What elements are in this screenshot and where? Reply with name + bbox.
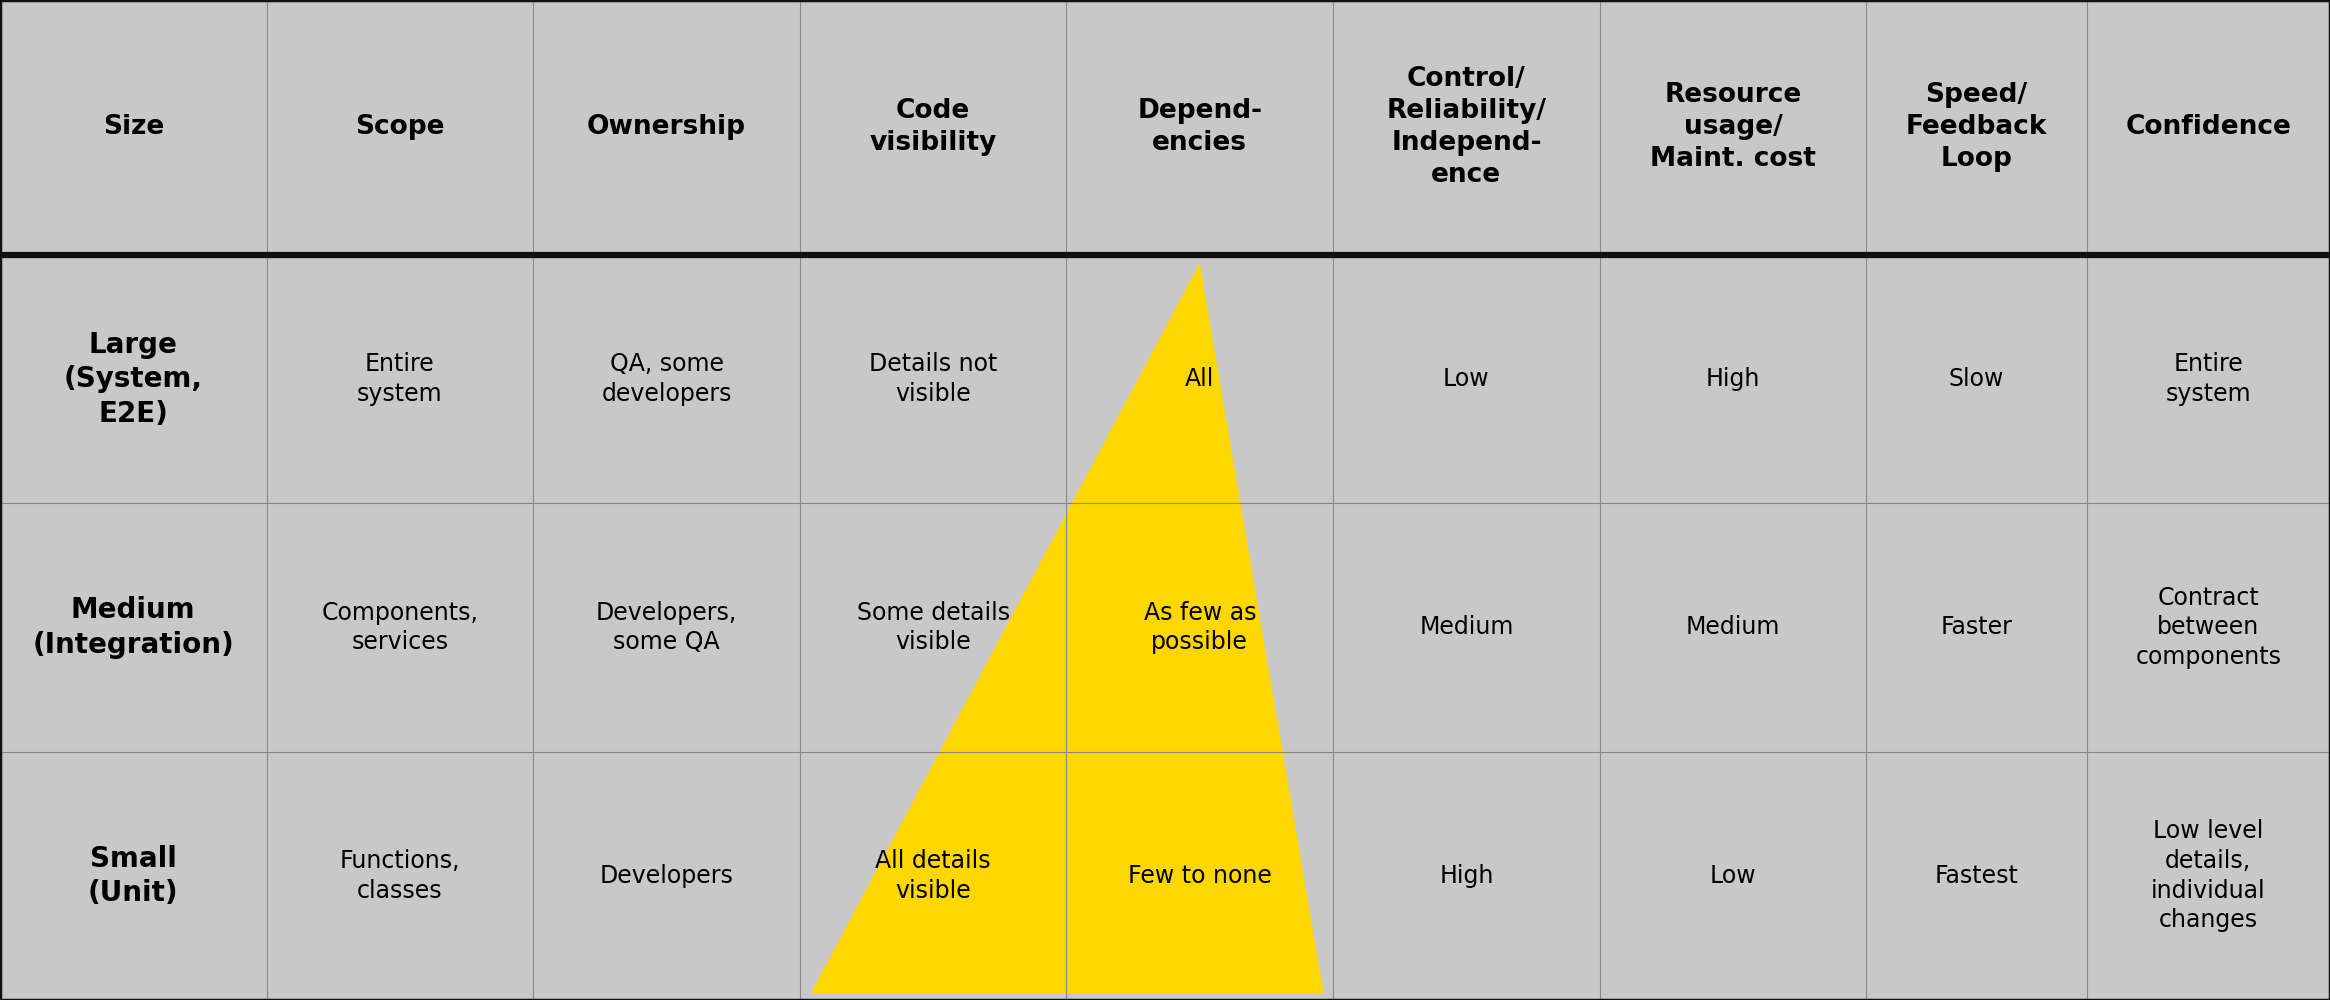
Text: Faster: Faster bbox=[1941, 615, 2013, 640]
Text: Ownership: Ownership bbox=[587, 114, 746, 140]
Text: Low: Low bbox=[1442, 367, 1489, 391]
Text: Components,
services: Components, services bbox=[322, 601, 478, 654]
Text: Depend-
encies: Depend- encies bbox=[1137, 99, 1263, 156]
Text: Scope: Scope bbox=[354, 114, 445, 140]
Text: QA, some
developers: QA, some developers bbox=[601, 352, 732, 406]
Polygon shape bbox=[811, 263, 1323, 994]
Text: Developers: Developers bbox=[599, 864, 734, 888]
Text: Medium
(Integration): Medium (Integration) bbox=[33, 596, 235, 659]
Text: Speed/
Feedback
Loop: Speed/ Feedback Loop bbox=[1906, 83, 2048, 172]
Text: As few as
possible: As few as possible bbox=[1144, 601, 1256, 654]
Text: Medium: Medium bbox=[1419, 615, 1514, 640]
Text: Entire
system: Entire system bbox=[2165, 352, 2251, 406]
Text: Details not
visible: Details not visible bbox=[869, 352, 997, 406]
Text: Size: Size bbox=[103, 114, 163, 140]
Text: Medium: Medium bbox=[1687, 615, 1780, 640]
Text: Developers,
some QA: Developers, some QA bbox=[596, 601, 736, 654]
Text: Control/
Reliability/
Independ-
ence: Control/ Reliability/ Independ- ence bbox=[1386, 66, 1547, 188]
Text: Functions,
classes: Functions, classes bbox=[340, 849, 461, 903]
Text: Resource
usage/
Maint. cost: Resource usage/ Maint. cost bbox=[1650, 83, 1815, 172]
Text: Contract
between
components: Contract between components bbox=[2134, 586, 2281, 669]
Text: Small
(Unit): Small (Unit) bbox=[89, 845, 179, 907]
Text: All: All bbox=[1186, 367, 1214, 391]
Text: Large
(System,
E2E): Large (System, E2E) bbox=[63, 331, 203, 428]
Text: Slow: Slow bbox=[1948, 367, 2004, 391]
Text: Confidence: Confidence bbox=[2125, 114, 2290, 140]
Text: Low: Low bbox=[1710, 864, 1757, 888]
Text: Code
visibility: Code visibility bbox=[869, 99, 997, 156]
Text: All details
visible: All details visible bbox=[876, 849, 990, 903]
Text: Some details
visible: Some details visible bbox=[857, 601, 1009, 654]
Text: Low level
details,
individual
changes: Low level details, individual changes bbox=[2151, 819, 2265, 932]
Text: High: High bbox=[1706, 367, 1759, 391]
Text: Fastest: Fastest bbox=[1934, 864, 2018, 888]
Text: High: High bbox=[1440, 864, 1494, 888]
Text: Entire
system: Entire system bbox=[356, 352, 443, 406]
Text: Few to none: Few to none bbox=[1128, 864, 1272, 888]
